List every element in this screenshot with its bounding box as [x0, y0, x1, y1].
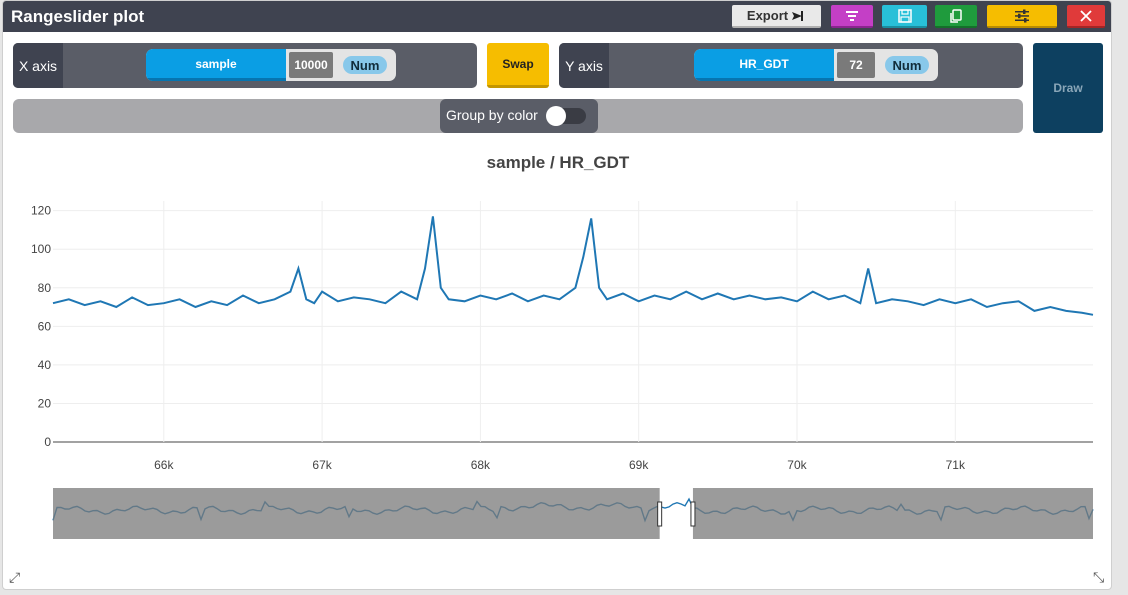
- y-tick-label: 80: [38, 281, 52, 295]
- rangeslider-mask-left[interactable]: [53, 488, 660, 539]
- y-tick-label: 60: [38, 319, 52, 333]
- x-tick-label: 66k: [154, 458, 174, 472]
- group-by-row: Group by color: [13, 99, 1023, 133]
- x-tick-label: 67k: [312, 458, 332, 472]
- x-tick-label: 68k: [471, 458, 491, 472]
- y-axis-field-type[interactable]: Num: [885, 56, 929, 74]
- y-axis-selector: Y axis HR_GDT 72 Num: [559, 43, 1023, 88]
- filter-icon: [846, 10, 858, 21]
- hr-gdt-series-line: [52, 216, 1094, 316]
- swap-axes-button[interactable]: Swap: [487, 43, 549, 88]
- arrow-right-icon: [792, 10, 804, 21]
- rangeslider[interactable]: [52, 488, 1094, 539]
- resize-right-icon[interactable]: ⤡: [1093, 569, 1105, 585]
- close-button[interactable]: [1067, 5, 1105, 28]
- x-axis-field-name[interactable]: sample: [146, 49, 286, 81]
- save-button[interactable]: [882, 5, 927, 28]
- window-title: Rangeslider plot: [11, 7, 145, 26]
- group-by-color-toggle[interactable]: [546, 106, 586, 126]
- x-axis-field-pill[interactable]: sample 10000 Num: [146, 49, 396, 81]
- close-icon: [1080, 9, 1092, 22]
- x-tick-label: 71k: [946, 458, 966, 472]
- resize-left-icon[interactable]: ⤢: [9, 569, 21, 585]
- x-tick-label: 69k: [629, 458, 649, 472]
- export-button[interactable]: Export: [732, 5, 821, 28]
- group-by-color-label: Group by color: [446, 107, 538, 123]
- chart-title: sample / HR_GDT: [486, 153, 630, 172]
- save-icon: [897, 8, 912, 23]
- y-axis-field-name[interactable]: HR_GDT: [694, 49, 834, 81]
- x-axis-label: X axis: [13, 43, 63, 88]
- y-tick-label: 100: [31, 242, 51, 256]
- group-by-color-control: Group by color: [440, 99, 598, 133]
- y-axis-field-pill[interactable]: HR_GDT 72 Num: [694, 49, 938, 81]
- x-axis-field-type[interactable]: Num: [343, 56, 387, 74]
- settings-button[interactable]: [987, 5, 1057, 28]
- rangeslider-plot-window: Rangeslider plot Export X axis sample 10…: [2, 0, 1112, 590]
- y-axis-label: Y axis: [559, 43, 609, 88]
- rangeslider-handle-left[interactable]: [657, 501, 663, 527]
- export-label: Export: [746, 8, 789, 23]
- copy-button[interactable]: [935, 5, 977, 28]
- toggle-knob[interactable]: [546, 106, 566, 126]
- settings-sliders-icon: [1015, 9, 1029, 22]
- rangeslider-handle-right[interactable]: [690, 501, 696, 527]
- window-titlebar: Rangeslider plot Export: [3, 1, 1111, 32]
- y-axis-field-count: 72: [837, 52, 875, 78]
- y-tick-label: 40: [38, 358, 52, 372]
- rangeslider-mask-right[interactable]: [692, 488, 1093, 539]
- copy-icon: [950, 8, 962, 23]
- filter-button[interactable]: [831, 5, 873, 28]
- x-axis-field-count: 10000: [289, 52, 333, 78]
- x-axis-selector: X axis sample 10000 Num: [13, 43, 477, 88]
- x-tick-label: 70k: [787, 458, 807, 472]
- draw-button[interactable]: Draw: [1033, 43, 1103, 133]
- y-tick-label: 20: [38, 396, 52, 410]
- y-tick-label: 0: [44, 435, 51, 449]
- y-tick-label: 120: [31, 204, 51, 218]
- line-chart[interactable]: 0 20 40 60 80 100 120 66k 67k 68k 69k 70k 71k: [3, 181, 1112, 561]
